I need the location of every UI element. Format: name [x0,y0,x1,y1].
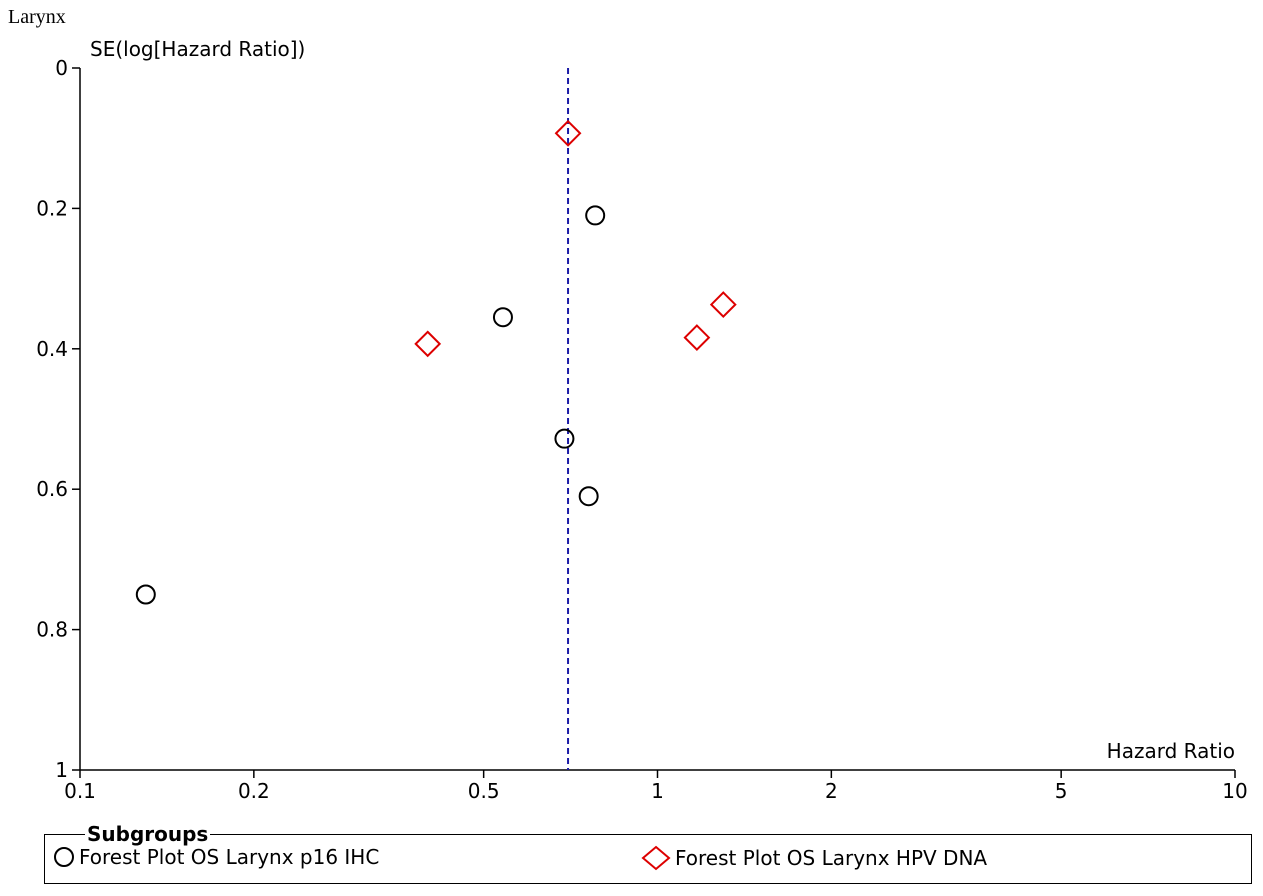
data-point-diamond [683,324,711,351]
y-axis-label: SE(log[Hazard Ratio]) [90,37,305,61]
y-tick-label: 0.6 [36,477,68,501]
x-tick-label: 0.5 [468,779,500,803]
circle-marker-icon [54,847,74,867]
legend-title: Subgroups [85,822,211,846]
y-tick-label: 0.8 [36,618,68,642]
x-tick-label: 0.2 [238,779,270,803]
x-tick-label: 5 [1055,779,1068,803]
x-axis-label: Hazard Ratio [1107,739,1235,763]
data-point-diamond [554,119,582,147]
legend-label-p16-ihc: Forest Plot OS Larynx p16 IHC [79,845,380,869]
x-tick-label: 10 [1222,779,1247,803]
funnel-plot: 00.20.40.60.810.1 0.2 0.5 1 2 5 10SE(log[Hazar… [36,37,1248,803]
data-point-circle [554,428,575,449]
data-point-circle [492,307,513,328]
legend-label-hpv-dna: Forest Plot OS Larynx HPV DNA [675,846,988,870]
y-tick-label: 0.2 [36,196,68,220]
y-tick-label: 1 [55,758,68,782]
data-points [135,119,737,605]
data-point-circle [585,205,606,226]
diamond-marker-icon [641,845,671,871]
page-title: Larynx [8,6,66,28]
data-point-circle [578,486,599,507]
x-tick-label: 1 [651,779,664,803]
axes: 00.20.40.60.810.1 0.2 0.5 1 2 5 10SE(log[Hazar… [36,37,1248,803]
legend-item-hpv-dna: Forest Plot OS Larynx HPV DNA [641,845,987,871]
x-tick-label: 0.1 [64,779,96,803]
legend-item-p16-ihc: Forest Plot OS Larynx p16 IHC [53,845,379,869]
x-tick-label: 2 [825,779,838,803]
y-tick-label: 0 [55,56,68,80]
data-point-circle [135,584,156,605]
y-tick-label: 0.4 [36,337,68,361]
data-point-diamond [414,330,442,358]
data-point-diamond [709,291,737,318]
legend: Subgroups Forest Plot OS Larynx p16 IHC … [44,822,1252,884]
